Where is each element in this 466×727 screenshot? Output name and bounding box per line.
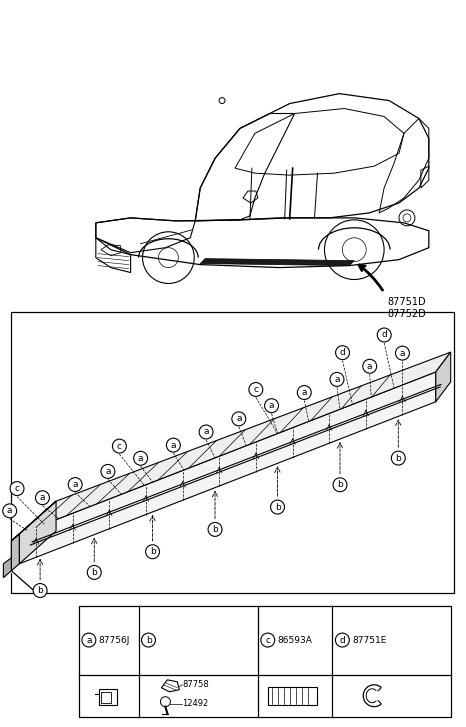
- Circle shape: [271, 500, 284, 514]
- Polygon shape: [436, 352, 451, 402]
- Text: b: b: [150, 547, 156, 556]
- Circle shape: [208, 523, 222, 537]
- Text: a: a: [40, 493, 45, 502]
- Text: 86593A: 86593A: [278, 635, 313, 645]
- Circle shape: [363, 359, 377, 373]
- Polygon shape: [11, 534, 19, 571]
- Text: d: d: [339, 635, 345, 645]
- Text: 12492: 12492: [182, 699, 209, 708]
- Text: 87758: 87758: [182, 680, 209, 689]
- Circle shape: [261, 633, 275, 647]
- Text: a: a: [203, 427, 209, 436]
- Polygon shape: [200, 259, 354, 265]
- Circle shape: [68, 478, 82, 491]
- Text: a: a: [138, 454, 144, 463]
- Circle shape: [330, 372, 344, 386]
- Circle shape: [396, 346, 410, 360]
- Circle shape: [199, 425, 213, 439]
- Text: a: a: [302, 388, 307, 397]
- Text: a: a: [7, 507, 13, 515]
- Circle shape: [336, 346, 350, 360]
- Text: b: b: [337, 481, 343, 489]
- Circle shape: [336, 633, 350, 647]
- Circle shape: [391, 451, 405, 465]
- Circle shape: [145, 545, 159, 558]
- Text: 87751D: 87751D: [387, 297, 426, 308]
- Text: c: c: [14, 484, 20, 493]
- Circle shape: [87, 566, 101, 579]
- Text: c: c: [254, 385, 258, 394]
- Text: a: a: [269, 401, 274, 410]
- Text: a: a: [236, 414, 241, 423]
- Text: a: a: [334, 375, 340, 384]
- Text: b: b: [91, 568, 97, 577]
- Circle shape: [377, 328, 391, 342]
- Circle shape: [112, 439, 126, 453]
- Polygon shape: [19, 352, 451, 534]
- Text: a: a: [105, 467, 110, 476]
- Circle shape: [3, 504, 17, 518]
- Circle shape: [101, 465, 115, 478]
- Text: a: a: [86, 635, 92, 645]
- Circle shape: [333, 478, 347, 491]
- Circle shape: [33, 584, 47, 598]
- Text: b: b: [212, 525, 218, 534]
- Text: 87752D: 87752D: [387, 309, 426, 319]
- Text: a: a: [171, 441, 176, 449]
- Text: d: d: [381, 331, 387, 340]
- Text: b: b: [274, 502, 281, 512]
- Circle shape: [142, 633, 156, 647]
- Text: b: b: [37, 586, 43, 595]
- Text: c: c: [117, 441, 122, 451]
- Bar: [99, 688, 116, 704]
- Text: a: a: [367, 362, 372, 371]
- Bar: [268, 687, 317, 704]
- Text: c: c: [265, 635, 270, 645]
- Bar: [101, 692, 111, 703]
- Circle shape: [10, 481, 24, 496]
- Text: b: b: [396, 454, 401, 462]
- Polygon shape: [11, 501, 56, 541]
- Circle shape: [249, 382, 263, 396]
- Circle shape: [134, 451, 148, 465]
- Text: d: d: [340, 348, 345, 357]
- Polygon shape: [3, 558, 11, 578]
- Circle shape: [232, 412, 246, 426]
- Circle shape: [82, 633, 96, 647]
- Circle shape: [166, 438, 180, 452]
- Text: 87756J: 87756J: [99, 635, 130, 645]
- Bar: [11, 313, 454, 593]
- Bar: [79, 606, 451, 717]
- Polygon shape: [19, 372, 436, 564]
- Polygon shape: [19, 501, 56, 564]
- Text: a: a: [400, 349, 405, 358]
- Circle shape: [265, 398, 279, 413]
- Circle shape: [297, 385, 311, 400]
- Text: b: b: [146, 635, 151, 645]
- Circle shape: [35, 491, 49, 505]
- Text: a: a: [72, 480, 78, 489]
- Text: 87751E: 87751E: [352, 635, 387, 645]
